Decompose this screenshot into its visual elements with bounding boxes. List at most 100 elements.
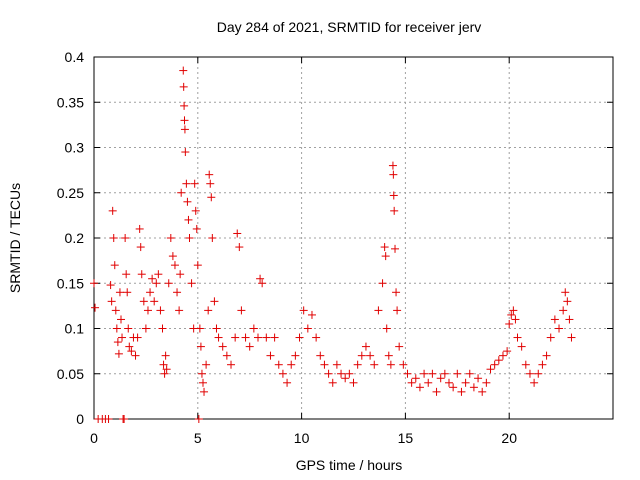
data-point [403, 369, 412, 378]
data-point [432, 387, 441, 396]
data-point [550, 315, 559, 324]
data-point [353, 360, 362, 369]
data-point [465, 369, 474, 378]
data-point [424, 378, 433, 387]
data-point [158, 324, 167, 333]
data-points [90, 66, 576, 423]
data-point [407, 378, 416, 387]
data-point [349, 378, 358, 387]
y-axis-label: SRMTID / TECUs [7, 183, 23, 293]
data-point [256, 274, 265, 283]
data-point [106, 281, 115, 290]
data-point [170, 261, 179, 270]
data-point [241, 333, 250, 342]
y-tick-label: 0.4 [65, 49, 85, 65]
data-point [104, 415, 113, 423]
data-point [486, 365, 495, 374]
data-point [123, 288, 132, 297]
data-point [509, 306, 518, 315]
data-point [180, 125, 189, 134]
data-point [370, 360, 379, 369]
data-point [283, 378, 292, 387]
data-point [415, 383, 424, 392]
data-point [530, 378, 539, 387]
data-point [154, 270, 163, 279]
data-point [208, 234, 217, 242]
data-point [197, 369, 206, 378]
data-point [254, 333, 263, 342]
data-point [399, 360, 408, 369]
y-tick-label: 0.25 [57, 185, 84, 201]
data-point [366, 351, 375, 360]
y-tick-label: 0.15 [57, 275, 84, 291]
data-point [181, 148, 190, 157]
data-point [184, 215, 193, 224]
data-point [205, 170, 214, 179]
data-point [303, 324, 312, 333]
data-point [196, 342, 205, 351]
data-point [139, 297, 148, 306]
y-tick-label: 0.05 [57, 366, 84, 382]
data-point [121, 234, 130, 242]
data-point [227, 360, 236, 369]
data-point [107, 297, 116, 306]
data-point [115, 288, 124, 297]
data-point [214, 333, 223, 342]
data-point [389, 191, 398, 200]
x-tick-label: 0 [90, 430, 98, 446]
data-point [143, 306, 152, 315]
data-point [116, 315, 125, 324]
data-point [164, 279, 173, 288]
data-point [337, 369, 346, 378]
data-point [177, 188, 186, 197]
data-point [393, 306, 402, 315]
data-point [482, 378, 491, 387]
data-point [494, 356, 503, 365]
data-point [192, 224, 201, 233]
data-point [380, 243, 389, 252]
data-point [249, 324, 258, 333]
data-point [517, 342, 526, 351]
data-point [503, 347, 512, 356]
data-point [109, 234, 118, 242]
data-point [332, 360, 341, 369]
data-point [384, 351, 393, 360]
data-point [457, 387, 466, 396]
data-point [357, 351, 366, 360]
data-point [565, 315, 574, 324]
data-point [411, 374, 420, 383]
data-point [378, 279, 387, 288]
data-point [389, 170, 398, 179]
data-point [274, 360, 283, 369]
data-point [538, 360, 547, 369]
data-point [222, 351, 231, 360]
data-point [469, 383, 478, 392]
data-point [555, 324, 564, 333]
data-point [444, 378, 453, 387]
data-point [453, 369, 462, 378]
data-point [567, 333, 576, 342]
data-point [179, 66, 188, 75]
data-point [312, 333, 321, 342]
x-axis-label: GPS time / hours [296, 457, 403, 473]
y-tick-label: 0.2 [65, 230, 85, 246]
data-point [202, 360, 211, 369]
data-point [166, 234, 175, 242]
data-point [218, 342, 227, 351]
data-point [245, 342, 254, 351]
data-point [162, 365, 171, 374]
data-point [474, 374, 483, 383]
data-point [428, 369, 437, 378]
data-point [176, 270, 185, 279]
data-point [490, 360, 499, 369]
y-tick-label: 0.3 [65, 140, 85, 156]
data-point [324, 369, 333, 378]
data-point [559, 306, 568, 315]
data-point [161, 351, 170, 360]
data-point [187, 279, 196, 288]
data-point [136, 243, 145, 252]
x-tick-label: 20 [501, 430, 517, 446]
data-point [191, 206, 200, 215]
data-point [235, 243, 244, 252]
